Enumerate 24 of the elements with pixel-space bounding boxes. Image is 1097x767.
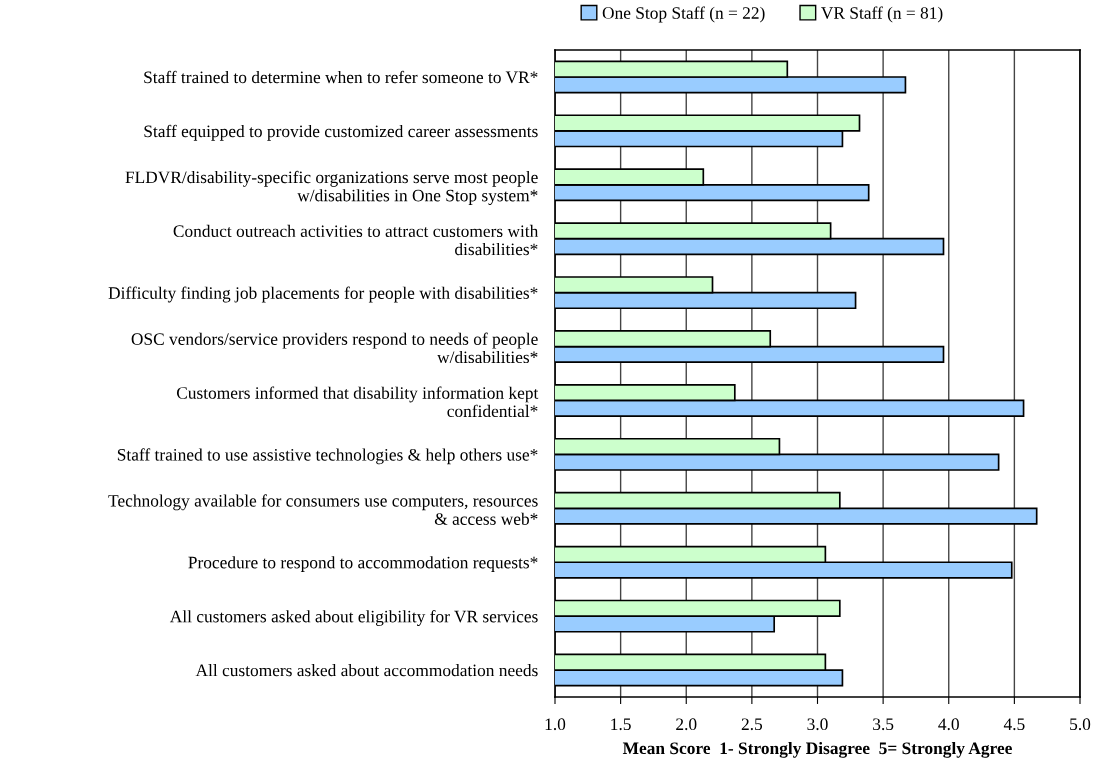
y-tick-label: Staff equipped to provide customized career assessments bbox=[144, 124, 538, 141]
x-tick-label: 1.0 bbox=[545, 718, 566, 731]
x-tick-label: 1.5 bbox=[611, 718, 631, 731]
y-tick-label: All customers asked about accommodation needs bbox=[195, 664, 538, 677]
y-tick-label: Technology available for consumers use computers, resources & access web* bbox=[108, 494, 538, 525]
legend-label: VR Staff (n = 81) bbox=[821, 6, 943, 23]
y-tick-label: Customers informed that disability information kept confidential* bbox=[176, 386, 539, 418]
x-tick-label: 5.0 bbox=[1070, 718, 1091, 731]
y-tick-label: Difficulty finding job placements for people with disabilities* bbox=[108, 286, 538, 303]
x-tick-label: 4.5 bbox=[1003, 718, 1025, 731]
y-tick-label: Staff trained to determine when to refer someone to VR* bbox=[144, 70, 538, 84]
legend-label: One Stop Staff (n = 22) bbox=[602, 6, 765, 23]
y-tick-label: OSC vendors/service providers respond to needs of people w/disabilities* bbox=[131, 332, 538, 364]
y-tick-label: All customers asked about eligibility for VR services bbox=[169, 610, 538, 626]
y-tick-label: Staff trained to use assistive technologies & help others use* bbox=[117, 448, 538, 465]
y-tick-label: Procedure to respond to accommodation requests* bbox=[188, 556, 538, 572]
x-tick-label: 2.0 bbox=[676, 718, 697, 731]
x-tick-label: 3.0 bbox=[807, 718, 828, 731]
y-tick-label: FLDVR/disability-specific organizations serve most people w/disabilities in One Stop system* bbox=[125, 170, 538, 205]
x-tick-label: 4.0 bbox=[938, 718, 959, 731]
x-tick-label: 2.5 bbox=[741, 718, 763, 731]
y-tick-label: Conduct outreach activities to attract customers with disabilities* bbox=[173, 224, 539, 256]
x-axis-title: Mean Score 1- Strongly Disagree 5= Strongly Agree bbox=[622, 741, 1012, 758]
x-tick-label: 3.5 bbox=[873, 718, 894, 731]
